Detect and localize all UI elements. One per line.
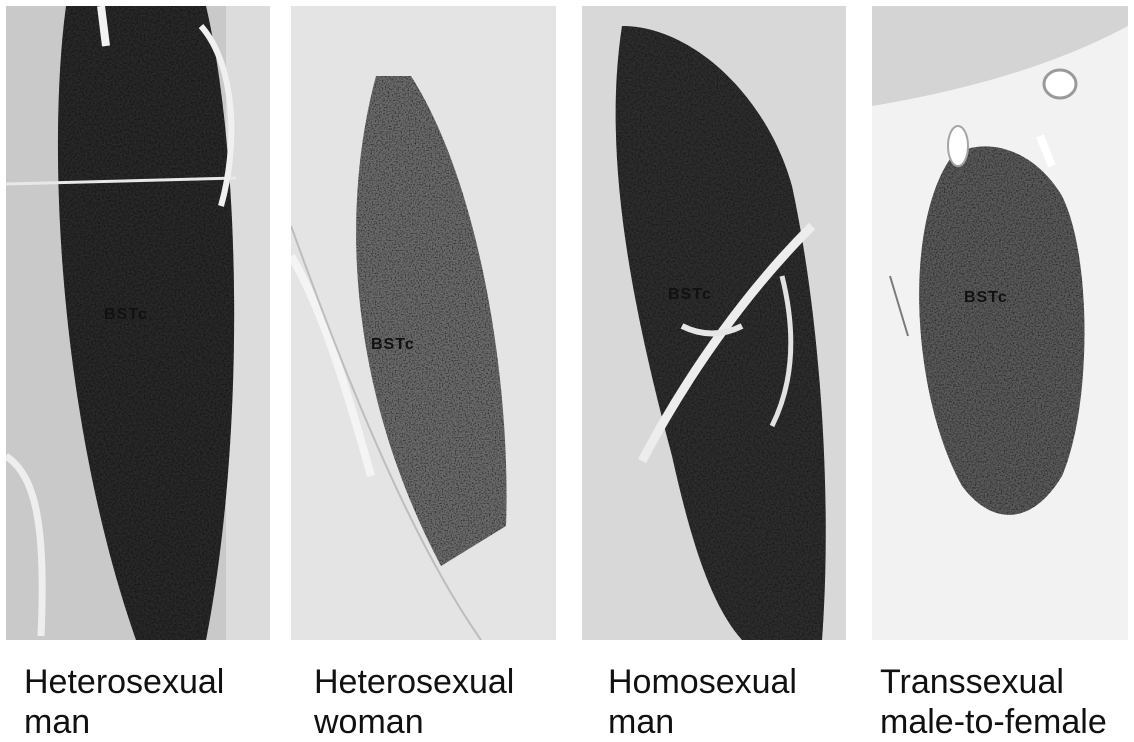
region-label-bstc: BSTc	[668, 286, 712, 303]
caption-line: Heterosexual	[314, 663, 515, 701]
caption-heterosexual-woman: Heterosexual woman	[314, 662, 514, 742]
micrograph-heterosexual-man: BSTc	[6, 6, 270, 640]
region-label-bstc: BSTc	[371, 336, 415, 353]
micrograph-image	[872, 6, 1128, 640]
caption-line: man	[608, 703, 675, 741]
micrograph-transsexual-male-to-female: BSTc	[872, 6, 1128, 640]
region-label-bstc: BSTc	[964, 289, 1008, 306]
caption-transsexual-male-to-female: Transsexual male-to-female	[880, 662, 1107, 742]
micrograph-heterosexual-woman: BSTc	[291, 6, 556, 640]
caption-homosexual-man: Homosexual man	[608, 662, 797, 742]
caption-line: Transsexual	[880, 663, 1064, 701]
caption-line: Homosexual	[608, 663, 797, 701]
micrograph-image	[291, 6, 556, 640]
region-label-bstc: BSTc	[104, 306, 148, 323]
caption-heterosexual-man: Heterosexual man	[24, 662, 224, 742]
caption-line: male-to-female	[880, 703, 1107, 741]
caption-line: woman	[314, 703, 424, 741]
caption-line: Heterosexual	[24, 663, 225, 701]
micrograph-homosexual-man: BSTc	[582, 6, 846, 640]
micrograph-image	[582, 6, 846, 640]
caption-line: man	[24, 703, 91, 741]
micrograph-image	[6, 6, 270, 640]
